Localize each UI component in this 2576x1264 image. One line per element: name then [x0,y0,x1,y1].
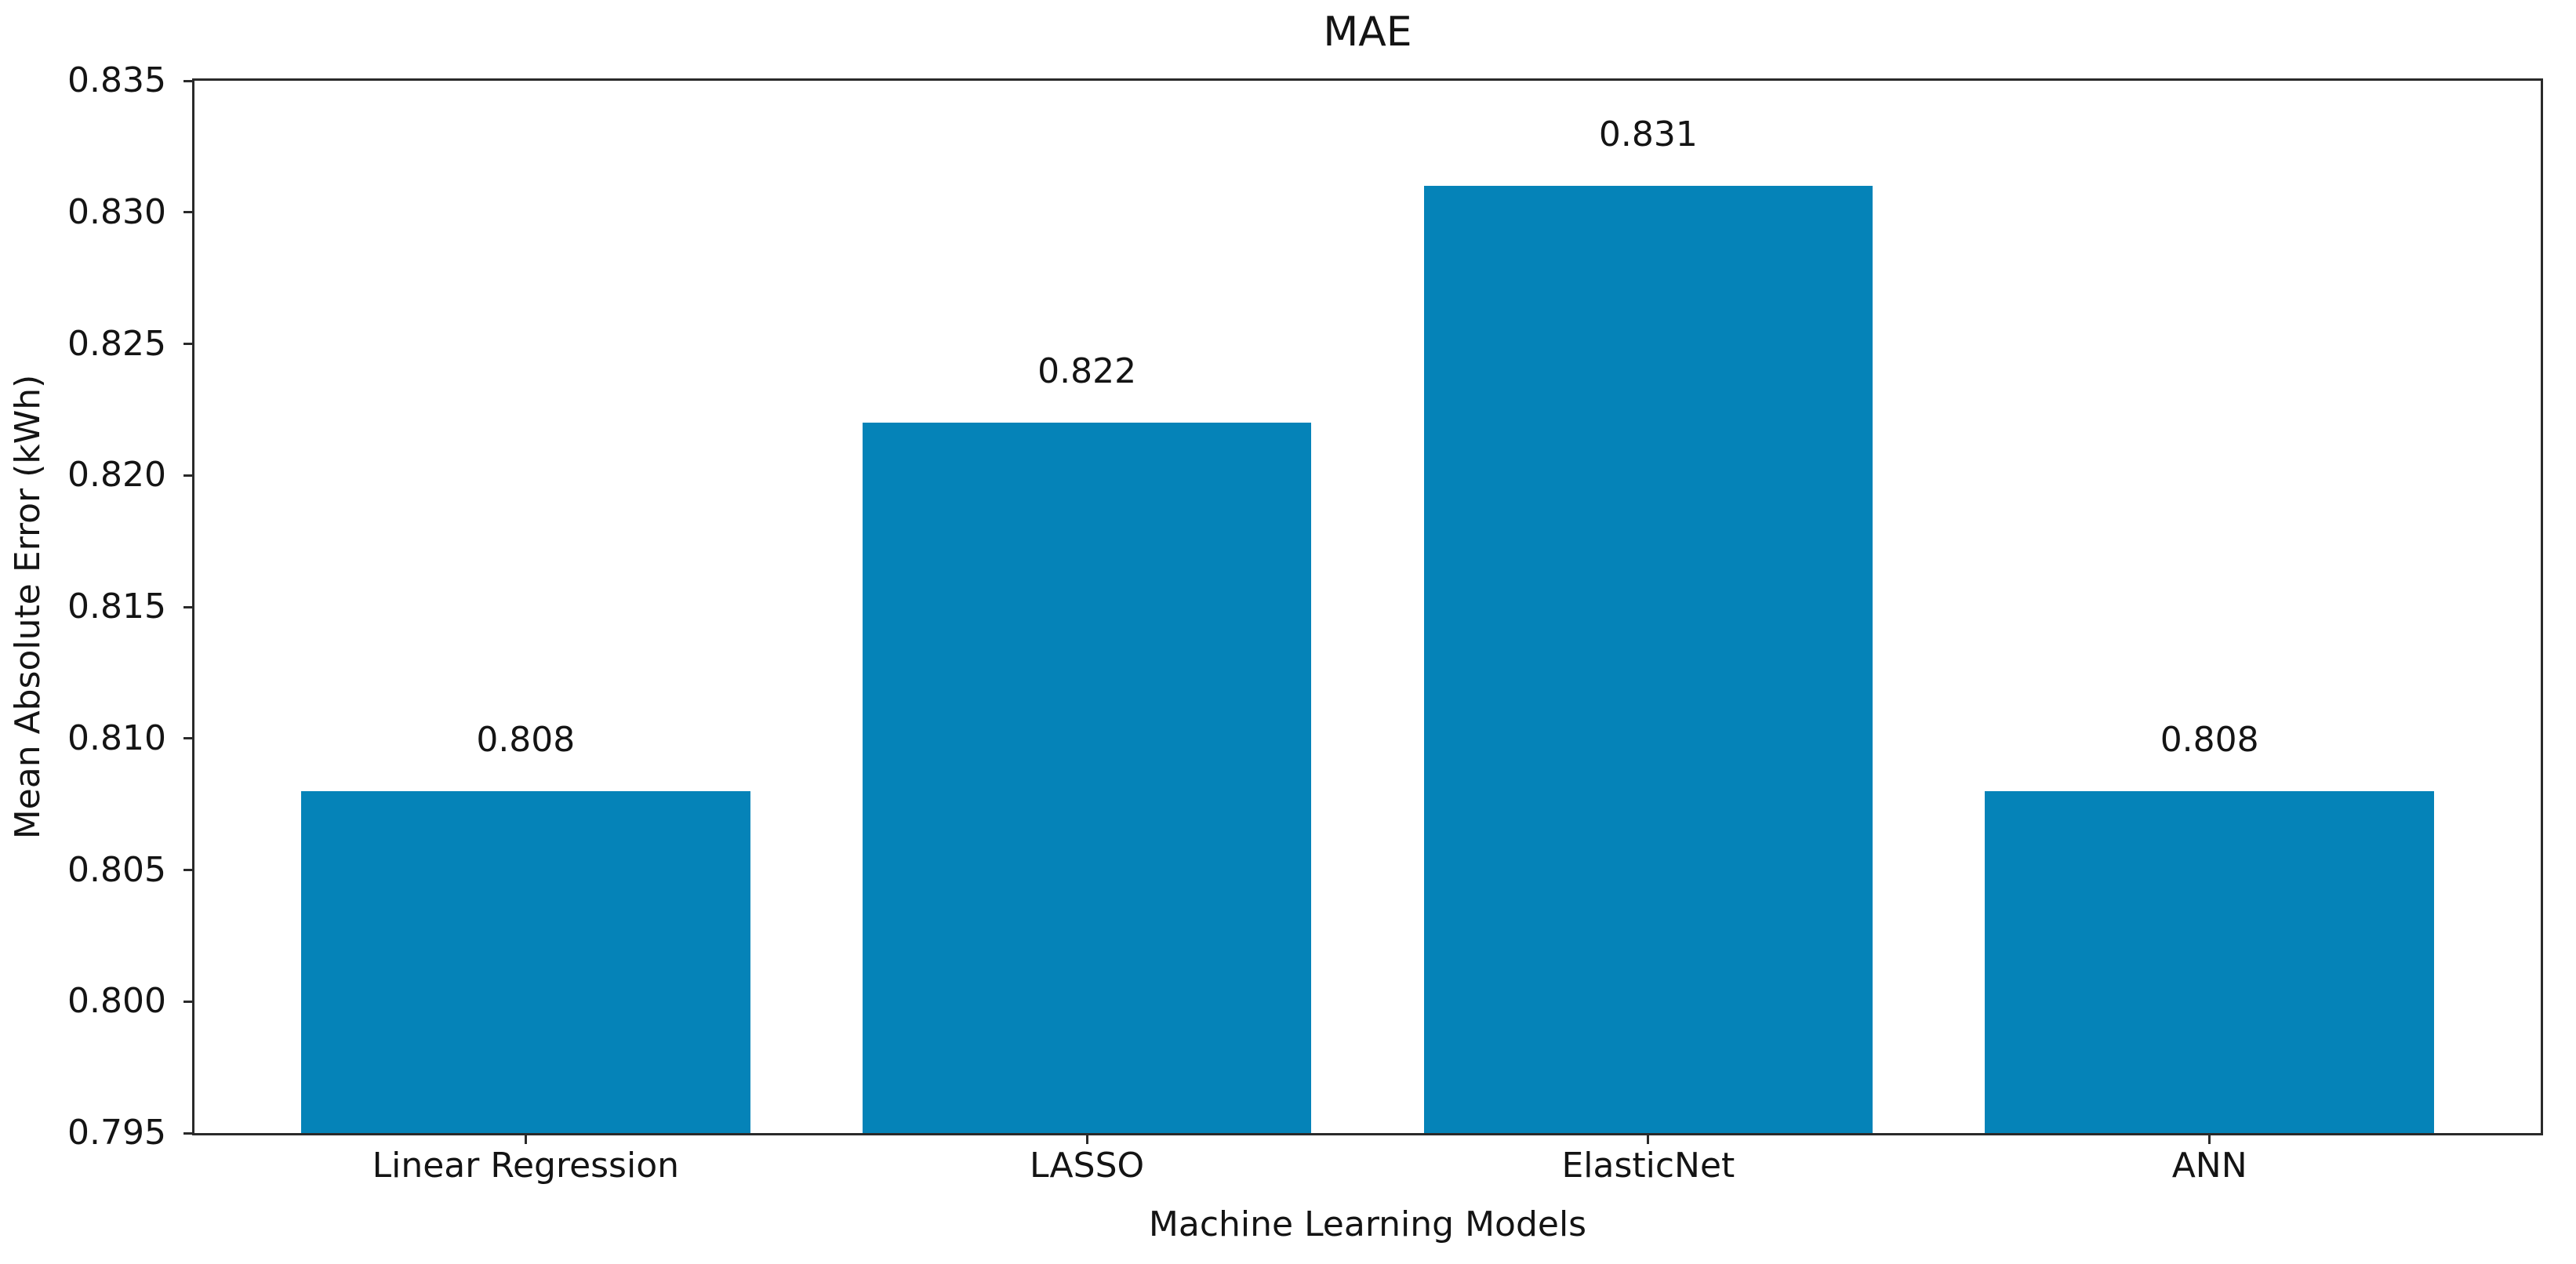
bar [1423,186,1873,1133]
x-tick-label: LASSO [1030,1146,1145,1186]
y-tick-label: 0.830 [67,191,166,232]
bar [301,790,750,1133]
bar-value-label: 0.822 [1037,351,1137,392]
y-tick-mark [183,869,194,871]
y-tick-mark [183,211,194,214]
bar [1985,790,2434,1133]
chart-title: MAE [1323,9,1412,56]
bar-value-label: 0.808 [2160,719,2259,760]
y-tick-label: 0.805 [67,849,166,890]
y-tick-label: 0.810 [67,717,166,758]
y-tick-mark [183,1131,194,1135]
plot-area: 0.795 0.800 0.805 0.810 0.815 0.820 0.825 0.830… [67,64,2543,1186]
y-tick-label: 0.800 [67,981,166,1022]
x-tick-mark [524,1133,527,1144]
y-tick-label: 0.795 [67,1113,166,1153]
x-tick-label: ElasticNet [1561,1146,1735,1186]
bar-value-label: 0.808 [476,719,576,760]
y-tick-label: 0.815 [67,587,166,627]
y-tick-mark [183,343,194,345]
y-tick-mark [183,1000,194,1003]
y-tick-mark [183,737,194,740]
x-tick-mark [1085,1133,1088,1144]
y-tick-mark [183,605,194,608]
x-tick-mark [1647,1133,1650,1144]
bar-value-label: 0.831 [1598,114,1698,155]
x-tick-label: Linear Regression [372,1146,680,1186]
y-tick-mark [183,79,194,82]
y-tick-label: 0.820 [67,455,166,496]
x-tick-label: ANN [2171,1146,2247,1186]
x-tick-mark [2208,1133,2211,1144]
y-tick-mark [183,474,194,477]
y-axis-label: Mean Absolute Error (kWh) [8,374,48,840]
x-axis-label: Machine Learning Models [1148,1204,1587,1244]
y-tick-label: 0.825 [67,323,166,364]
bar [862,423,1312,1133]
y-tick-label: 0.835 [67,60,166,100]
